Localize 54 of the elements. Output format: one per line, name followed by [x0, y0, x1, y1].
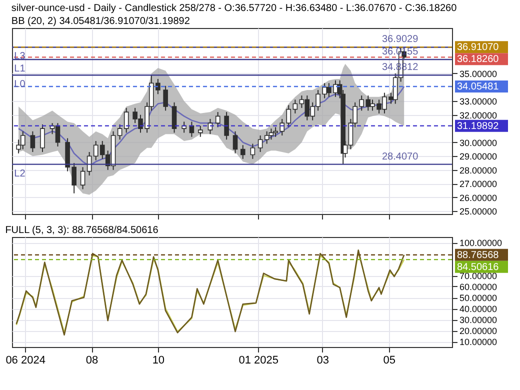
- x-tick-label: 10: [152, 354, 165, 366]
- candlestick: [258, 134, 263, 152]
- x-tick-label: 01 2025: [238, 354, 279, 366]
- candlestick: [30, 130, 36, 152]
- candlestick: [172, 102, 177, 134]
- candlestick: [268, 128, 274, 140]
- ref-line-label: 84.50616: [457, 262, 500, 273]
- y-tick-label: 10.00000: [460, 337, 498, 347]
- y-tick-label: 30.00000: [460, 138, 498, 148]
- candlestick: [250, 143, 256, 160]
- ref-line-label: 28.4070: [382, 151, 419, 162]
- candlestick: [117, 124, 122, 140]
- x-tick-label: 05: [383, 354, 396, 366]
- candlestick: [198, 125, 203, 138]
- candlestick: [292, 99, 298, 114]
- y-tick-label: 25.00000: [460, 206, 498, 217]
- y-tick-label: 32.00000: [460, 110, 498, 120]
- x-tick-label: 08: [86, 354, 98, 366]
- candlestick: [40, 124, 45, 152]
- ref-line-label: 31.19892: [457, 120, 500, 132]
- chart-subtitle: BB (20, 2) 34.05481/36.91070/31.19892: [11, 16, 190, 27]
- candlestick: [232, 130, 238, 154]
- y-tick-label: 30.00000: [460, 315, 498, 325]
- ref-line-label: 34.05481: [457, 81, 500, 92]
- candlestick: [20, 130, 26, 150]
- y-tick-label: 35.00000: [460, 68, 498, 79]
- y-tick-label: 100.00000: [460, 238, 502, 248]
- y-tick-label: 40.00000: [460, 304, 498, 314]
- candlestick: [240, 144, 246, 160]
- y-tick-label: 60.00000: [460, 282, 498, 292]
- chart-title: FULL (5, 3, 3): 88.76568/84.50616: [5, 225, 159, 236]
- candlestick: [80, 166, 86, 190]
- y-tick-label: 20.00000: [460, 326, 498, 336]
- ref-line-label: 36.91070: [457, 42, 500, 54]
- y-tick-label: 29.00000: [460, 152, 498, 162]
- y-tick-label: 70.00000: [460, 271, 498, 281]
- y-tick-label: 26.00000: [460, 192, 498, 203]
- ref-line-label: 36.9029: [382, 34, 419, 46]
- y-tick-label: 33.00000: [460, 96, 498, 107]
- candlestick: [163, 85, 168, 112]
- candlestick: [124, 107, 129, 134]
- chart-title: silver-ounce-usd - Daily - Candlestick 258/278 - O:36.57720 - H:36.63480 - L:36.07670 - C:36.18260: [11, 3, 458, 14]
- y-tick-label: 50.00000: [460, 293, 498, 303]
- y-tick-label: 27.00000: [460, 179, 498, 190]
- x-tick-label: 03: [316, 354, 330, 366]
- annotation: L1: [14, 63, 26, 74]
- x-tick-label: 06 2024: [6, 354, 46, 366]
- ref-line-label: 88.76568: [457, 250, 500, 261]
- candlestick: [264, 130, 270, 144]
- candlestick: [224, 112, 229, 140]
- ref-line-label: 36.18260: [457, 54, 500, 66]
- candlestick: [215, 112, 220, 128]
- y-tick-label: 28.00000: [460, 165, 498, 176]
- annotation: L2: [14, 168, 26, 180]
